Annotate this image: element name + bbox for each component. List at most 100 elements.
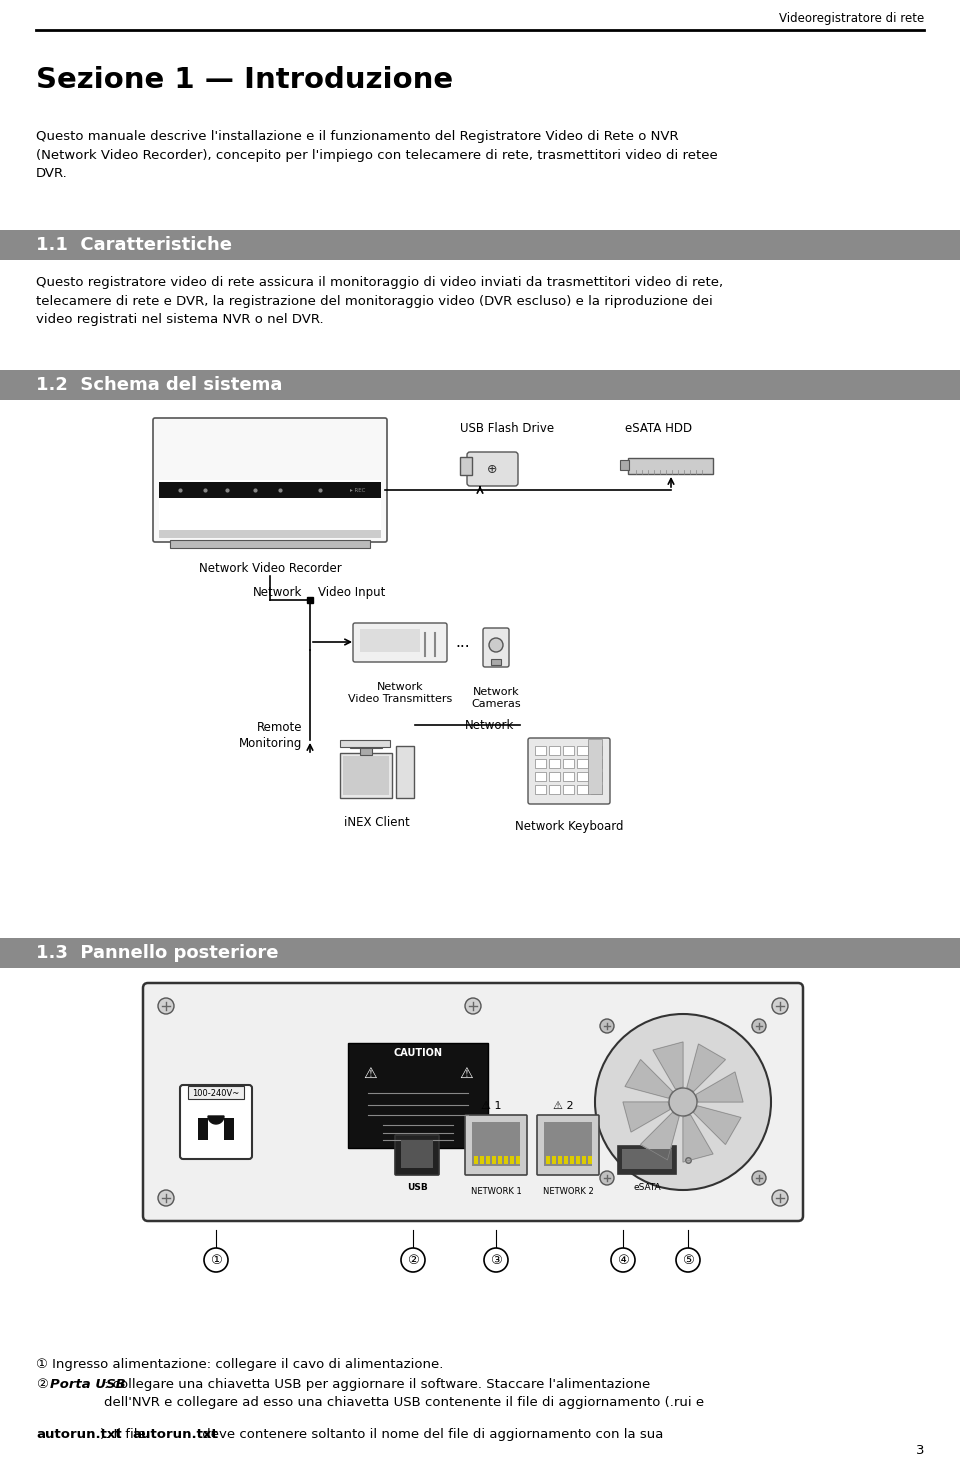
- Circle shape: [772, 1190, 788, 1206]
- Text: eSATA: eSATA: [634, 1184, 660, 1193]
- FancyBboxPatch shape: [395, 1136, 439, 1175]
- Bar: [535, 746, 546, 755]
- Polygon shape: [694, 1106, 741, 1144]
- Bar: [549, 746, 560, 755]
- Bar: [570, 1156, 574, 1164]
- Text: ⚠ 2: ⚠ 2: [553, 1100, 573, 1111]
- Text: eSATA HDD: eSATA HDD: [625, 422, 692, 434]
- Text: ). Il file: ). Il file: [100, 1428, 150, 1442]
- Circle shape: [600, 1171, 614, 1186]
- Text: iNEX Client: iNEX Client: [344, 816, 410, 830]
- Bar: [460, 457, 472, 475]
- Text: ①: ①: [210, 1253, 222, 1267]
- Bar: [340, 740, 390, 747]
- Bar: [622, 1149, 672, 1169]
- Text: Videoregistratore di rete: Videoregistratore di rete: [779, 12, 924, 25]
- Bar: [588, 1156, 592, 1164]
- Circle shape: [204, 1247, 228, 1272]
- FancyBboxPatch shape: [180, 1086, 252, 1159]
- Bar: [510, 1156, 514, 1164]
- Bar: [591, 772, 602, 781]
- Polygon shape: [687, 1044, 726, 1091]
- Bar: [552, 1156, 556, 1164]
- Bar: [350, 743, 382, 747]
- Bar: [620, 460, 629, 471]
- Bar: [577, 759, 588, 768]
- Text: ① Ingresso alimentazione: collegare il cavo di alimentazione.: ① Ingresso alimentazione: collegare il c…: [36, 1358, 444, 1371]
- Bar: [188, 1086, 244, 1099]
- Bar: [504, 1156, 508, 1164]
- Text: Network
Video Transmitters: Network Video Transmitters: [348, 683, 452, 705]
- Text: 1.2  Schema del sistema: 1.2 Schema del sistema: [36, 377, 282, 394]
- Polygon shape: [683, 1115, 713, 1162]
- Circle shape: [752, 1171, 766, 1186]
- Text: deve contenere soltanto il nome del file di aggiornamento con la sua: deve contenere soltanto il nome del file…: [198, 1428, 663, 1442]
- Text: ⚠: ⚠: [459, 1065, 473, 1081]
- Bar: [563, 759, 574, 768]
- Circle shape: [752, 1019, 766, 1033]
- Bar: [549, 759, 560, 768]
- Text: 1.3  Pannello posteriore: 1.3 Pannello posteriore: [36, 944, 278, 962]
- Bar: [582, 1156, 586, 1164]
- Polygon shape: [623, 1102, 670, 1133]
- Circle shape: [611, 1247, 635, 1272]
- Bar: [577, 786, 588, 794]
- Polygon shape: [625, 1059, 672, 1099]
- Circle shape: [465, 997, 481, 1014]
- Text: 3: 3: [916, 1445, 924, 1458]
- Bar: [544, 1122, 592, 1167]
- Bar: [159, 480, 381, 535]
- Bar: [360, 630, 420, 652]
- Bar: [159, 482, 381, 499]
- FancyBboxPatch shape: [483, 628, 509, 666]
- Text: Network: Network: [252, 585, 302, 599]
- Circle shape: [401, 1247, 425, 1272]
- Circle shape: [595, 1014, 771, 1190]
- Text: autorun.txt: autorun.txt: [132, 1428, 218, 1442]
- Bar: [159, 530, 381, 538]
- Bar: [348, 1043, 488, 1147]
- Polygon shape: [653, 1041, 683, 1089]
- Bar: [576, 1156, 580, 1164]
- FancyBboxPatch shape: [153, 418, 387, 541]
- Text: ▸ REC: ▸ REC: [349, 487, 365, 493]
- Circle shape: [158, 1190, 174, 1206]
- Text: ⑤: ⑤: [682, 1253, 694, 1267]
- Bar: [343, 756, 389, 794]
- Bar: [340, 753, 392, 797]
- Text: ③: ③: [490, 1253, 502, 1267]
- Text: Video Input: Video Input: [318, 585, 385, 599]
- Bar: [198, 1118, 208, 1140]
- Bar: [396, 746, 414, 797]
- Text: Sezione 1 — Introduzione: Sezione 1 — Introduzione: [36, 66, 453, 94]
- Bar: [474, 1156, 478, 1164]
- Bar: [563, 786, 574, 794]
- Bar: [549, 786, 560, 794]
- Text: ...: ...: [456, 634, 470, 650]
- Circle shape: [676, 1247, 700, 1272]
- FancyBboxPatch shape: [143, 983, 803, 1221]
- FancyBboxPatch shape: [465, 1115, 527, 1175]
- Bar: [577, 746, 588, 755]
- Bar: [170, 540, 370, 549]
- Bar: [486, 1156, 490, 1164]
- Bar: [535, 772, 546, 781]
- Text: 100-240V~: 100-240V~: [192, 1089, 240, 1097]
- Circle shape: [772, 997, 788, 1014]
- Bar: [480, 1156, 484, 1164]
- Bar: [564, 1156, 568, 1164]
- Bar: [563, 772, 574, 781]
- Bar: [498, 1156, 502, 1164]
- Bar: [0, 371, 960, 400]
- Bar: [224, 1118, 234, 1140]
- Text: Network Video Recorder: Network Video Recorder: [199, 562, 342, 575]
- Text: Network: Network: [466, 718, 515, 731]
- Bar: [618, 1146, 676, 1174]
- Bar: [360, 747, 372, 755]
- Text: 1.1  Caratteristiche: 1.1 Caratteristiche: [36, 235, 232, 254]
- Bar: [546, 1156, 550, 1164]
- Text: ④: ④: [617, 1253, 629, 1267]
- FancyBboxPatch shape: [537, 1115, 599, 1175]
- Text: Remote
Monitoring: Remote Monitoring: [239, 721, 302, 750]
- Text: USB: USB: [407, 1184, 427, 1193]
